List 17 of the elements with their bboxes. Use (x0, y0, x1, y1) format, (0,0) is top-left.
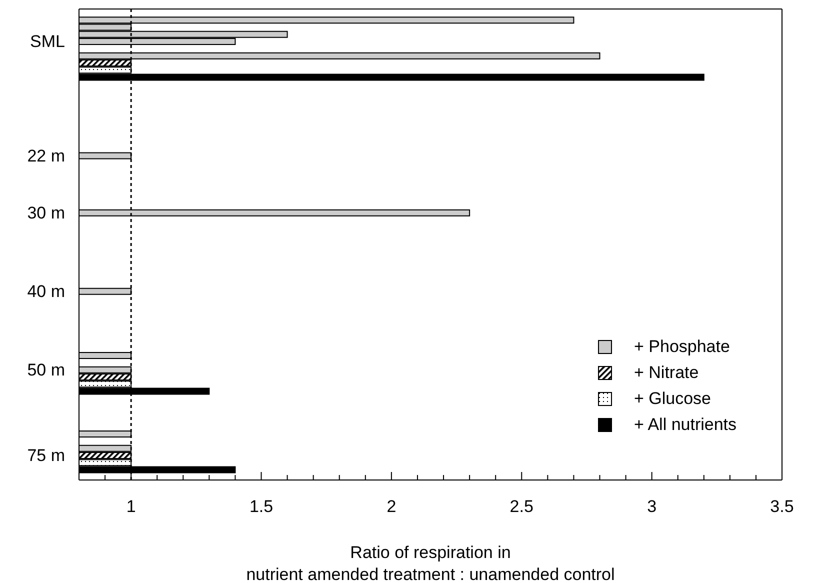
x-tick-label: 2.5 (510, 497, 534, 516)
y-tick-label: 40 m (27, 282, 65, 301)
x-tick-label: 2 (386, 497, 396, 516)
y-tick-label: 22 m (27, 146, 65, 166)
x-tick-label: 1.5 (249, 497, 274, 516)
y-tick-label: SML (30, 32, 65, 52)
y-tick-label: 75 m (27, 446, 65, 466)
x-tick-label: 3 (647, 497, 657, 516)
legend-label: + All nutrients (634, 415, 737, 435)
legend-label: + Phosphate (634, 337, 730, 357)
x-axis-title: Ratio of respiration in nutrient amended treatment : unamended control (246, 543, 615, 583)
legend-label: + Glucose (634, 389, 712, 409)
legend-label: + Nitrate (634, 363, 699, 383)
y-tick-label: 30 m (27, 203, 65, 222)
x-tick-label: 3.5 (770, 497, 794, 516)
y-tick-label: 50 m (27, 360, 65, 380)
x-tick-label: 1 (126, 497, 136, 516)
